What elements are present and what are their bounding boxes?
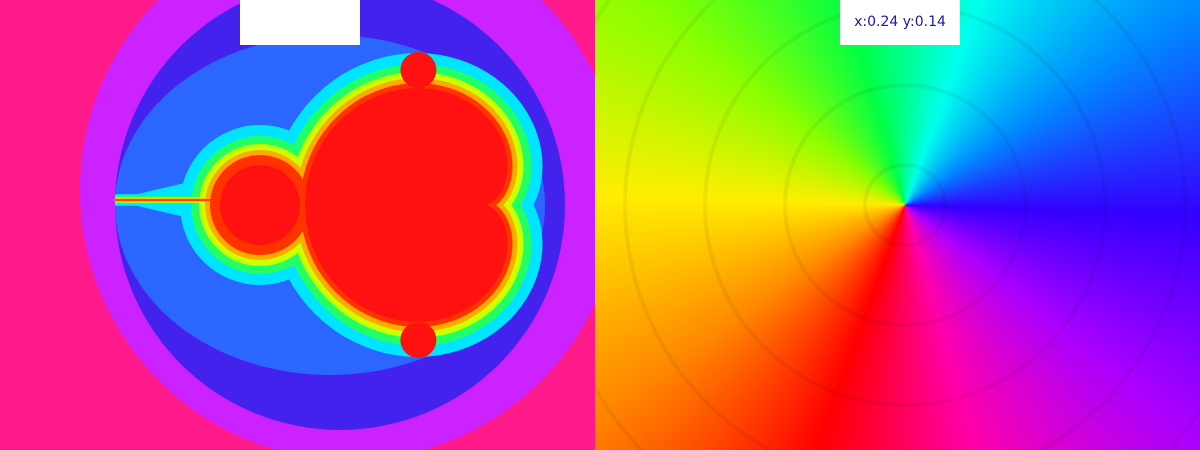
spiral-shading: [595, 0, 1200, 450]
mandelbrot-set: [112, 52, 543, 358]
coordinate-label: x:0.24 y:0.14: [840, 0, 960, 45]
set-layer: [400, 322, 437, 358]
set-layer: [400, 52, 437, 88]
julia-view[interactable]: [595, 0, 1200, 450]
set-layer: [305, 88, 508, 322]
set-layer: [220, 165, 300, 245]
mandelbrot-image: [0, 0, 595, 450]
mandelbrot-view[interactable]: [0, 0, 595, 450]
empty-label: [240, 0, 360, 45]
